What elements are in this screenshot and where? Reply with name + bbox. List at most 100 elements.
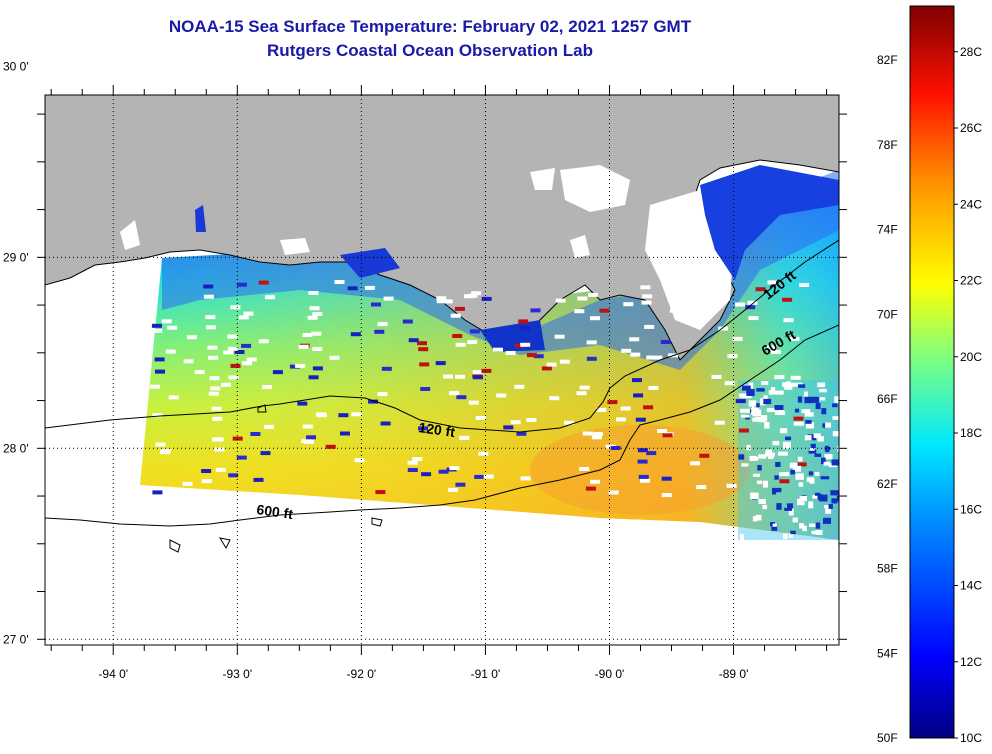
cloud-pixel [368,399,379,404]
cloud-pixel [785,436,792,441]
cloud-pixel [454,306,465,311]
latitude-tick-label: 27 0' [3,632,29,646]
colorbar-c-label: 10C [960,731,982,745]
lake-3 [280,238,310,255]
cloud-pixel [775,487,782,493]
colorbar-c-label: 12C [960,655,982,669]
cloud-pixel [648,386,659,390]
cloud-pixel [574,309,585,314]
cloud-pixel [605,444,616,449]
cloud-pixel [510,420,521,425]
cloud-pixel [375,490,386,495]
cloud-pixel [418,347,429,352]
cloud-pixel [265,295,275,300]
cloud-pixel [586,356,597,361]
cloud-pixel [230,305,241,310]
cloud-pixel [579,385,590,390]
cloud-pixel [186,335,197,340]
cloud-pixel [812,495,818,499]
cloud-pixel [834,396,839,403]
cloud-pixel [152,328,163,333]
cloud-pixel [797,396,803,403]
latitude-tick-label: 28 0' [3,441,29,455]
cloud-pixel [699,453,710,458]
latitude-tick-label: 29 0' [3,250,29,264]
cloud-pixel [236,282,247,287]
cloud-pixel [794,408,800,413]
cloud-pixel [779,428,788,434]
cloud-pixel [469,329,480,334]
cloud-pixel [588,292,598,297]
cloud-pixel [421,472,432,477]
cloud-pixel [661,476,672,481]
cloud-pixel [246,357,257,362]
cloud-pixel [201,479,212,484]
cloud-pixel [503,425,514,430]
cloud-pixel [472,370,483,375]
cloud-pixel [750,492,759,500]
cloud-pixel [758,454,767,459]
cloud-pixel [306,435,316,440]
colorbar-ramp [909,5,955,739]
cloud-pixel [593,432,603,437]
contour-600ft [45,324,839,527]
cloud-pixel [211,406,222,411]
cloud-pixel [792,465,802,472]
cloud-pixel [820,476,830,480]
cloud-pixel [232,436,243,441]
cloud-pixel [302,424,313,429]
cloud-pixel [374,329,385,334]
cloud-pixel [579,467,590,471]
cloud-pixel [758,418,765,423]
cloud-pixel [793,416,804,421]
cloud-pixel [770,522,775,527]
cloud-pixel [155,369,165,374]
cloud-pixel [797,456,803,462]
cloud-pixel [419,362,430,367]
cloud-pixel [468,400,479,405]
cloud-pixel [448,487,458,492]
cloud-pixel [212,416,223,421]
cloud-pixel [155,442,166,447]
cloud-pixel [227,346,238,351]
cloud-pixel [819,397,826,401]
cloud-pixel [206,325,216,330]
cloud-pixel [623,302,634,307]
lake-1 [560,165,630,212]
cloud-pixel [718,326,729,331]
cloud-pixel [788,508,794,516]
cloud-pixel [586,340,597,345]
cloud-pixel [167,325,178,330]
cloud-pixel [831,459,839,466]
cloud-pixel [739,534,745,541]
cloud-pixel [449,466,460,471]
cloud-pixel [214,447,225,452]
axis-ticks [37,85,847,655]
colorbar-f-label: 82F [877,53,898,67]
cloud-pixel [803,391,808,397]
cloud-pixel [208,355,219,360]
cloud-pixel [215,467,226,472]
cloud-pixel [740,408,750,413]
cloud-pixel [784,507,793,511]
cloud-pixel [253,477,264,482]
cloud-pixel [633,393,644,398]
cloud-pixel [837,446,839,452]
cloud-pixel [546,362,557,367]
cloud-pixel [456,395,467,400]
cloud-pixel [799,496,807,502]
cloud-pixel [690,461,700,466]
cloud-pixel [832,403,838,408]
cloud-pixel [455,342,466,347]
cloud-pixel [635,417,646,422]
cloud-pixel [383,296,394,301]
colorbar-c-label: 24C [960,197,982,211]
cloud-pixel [790,469,795,475]
colorbar-f-label: 58F [877,562,898,576]
cloud-pixel [777,410,784,414]
cloud-pixel [763,398,772,405]
cloud-pixel [814,453,822,457]
cloud-pixel [234,350,245,354]
cloud-pixel [689,316,700,321]
cloud-pixel [205,315,216,320]
